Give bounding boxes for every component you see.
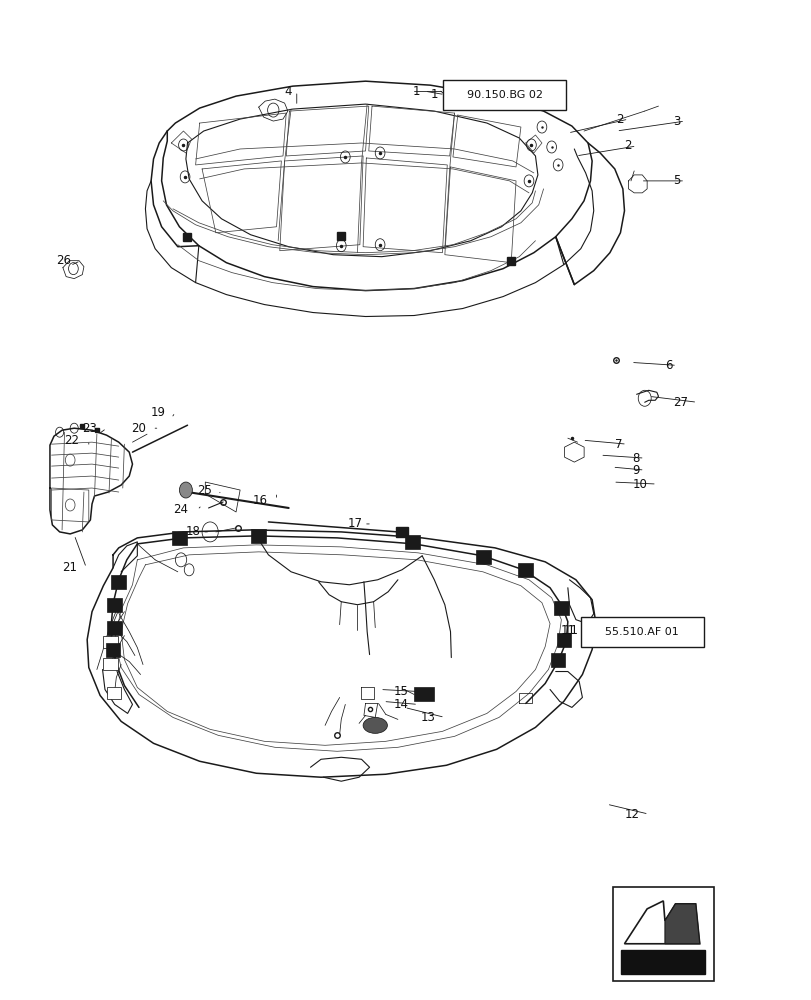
Text: 2: 2 [616,113,623,126]
Text: 8: 8 [632,452,639,465]
Text: 2: 2 [624,139,631,152]
Text: 1: 1 [431,88,438,101]
Bar [107,598,122,612]
FancyBboxPatch shape [612,887,713,981]
Bar [106,687,121,699]
Bar [107,621,122,635]
Bar [396,527,408,537]
Text: 18: 18 [186,525,200,538]
Text: 24: 24 [173,503,187,516]
Text: 13: 13 [420,711,435,724]
Text: 21: 21 [62,561,77,574]
Text: 17: 17 [347,517,363,530]
Bar [556,633,570,647]
Text: 14: 14 [393,698,409,711]
Text: 4: 4 [285,85,292,98]
Text: 6: 6 [664,359,672,372]
Text: 1: 1 [412,85,419,98]
Bar [172,531,187,545]
Text: 25: 25 [197,484,212,497]
Bar [507,257,515,265]
Bar [103,636,118,648]
FancyBboxPatch shape [443,80,565,110]
Bar [103,658,118,670]
Bar [414,687,434,701]
Ellipse shape [363,717,387,733]
Text: 23: 23 [82,422,97,435]
Bar [476,550,491,564]
Text: 10: 10 [632,478,646,491]
Text: 16: 16 [252,494,267,507]
Bar [337,232,345,240]
Text: 22: 22 [64,434,79,447]
Text: 90.150.BG 02: 90.150.BG 02 [466,90,542,100]
Bar [251,529,266,543]
Polygon shape [664,904,699,944]
Bar [553,601,568,615]
Bar [620,950,705,974]
Text: 11: 11 [560,624,575,637]
Text: 55.510.AF 01: 55.510.AF 01 [605,627,678,637]
Text: 11: 11 [563,624,578,637]
Text: 27: 27 [672,396,687,409]
Bar [105,643,120,657]
Bar [111,575,126,589]
Text: 12: 12 [624,808,639,821]
Bar [405,535,419,549]
Text: 19: 19 [151,406,166,419]
Bar [550,653,564,667]
Bar [182,233,191,241]
Text: 26: 26 [56,254,71,267]
Text: 15: 15 [393,685,408,698]
FancyBboxPatch shape [580,617,703,647]
Bar [518,563,532,577]
Text: 7: 7 [614,438,621,451]
Circle shape [179,482,192,498]
Text: 9: 9 [632,464,639,477]
Text: 5: 5 [672,174,680,187]
Text: 3: 3 [672,115,680,128]
Text: 20: 20 [131,422,145,435]
